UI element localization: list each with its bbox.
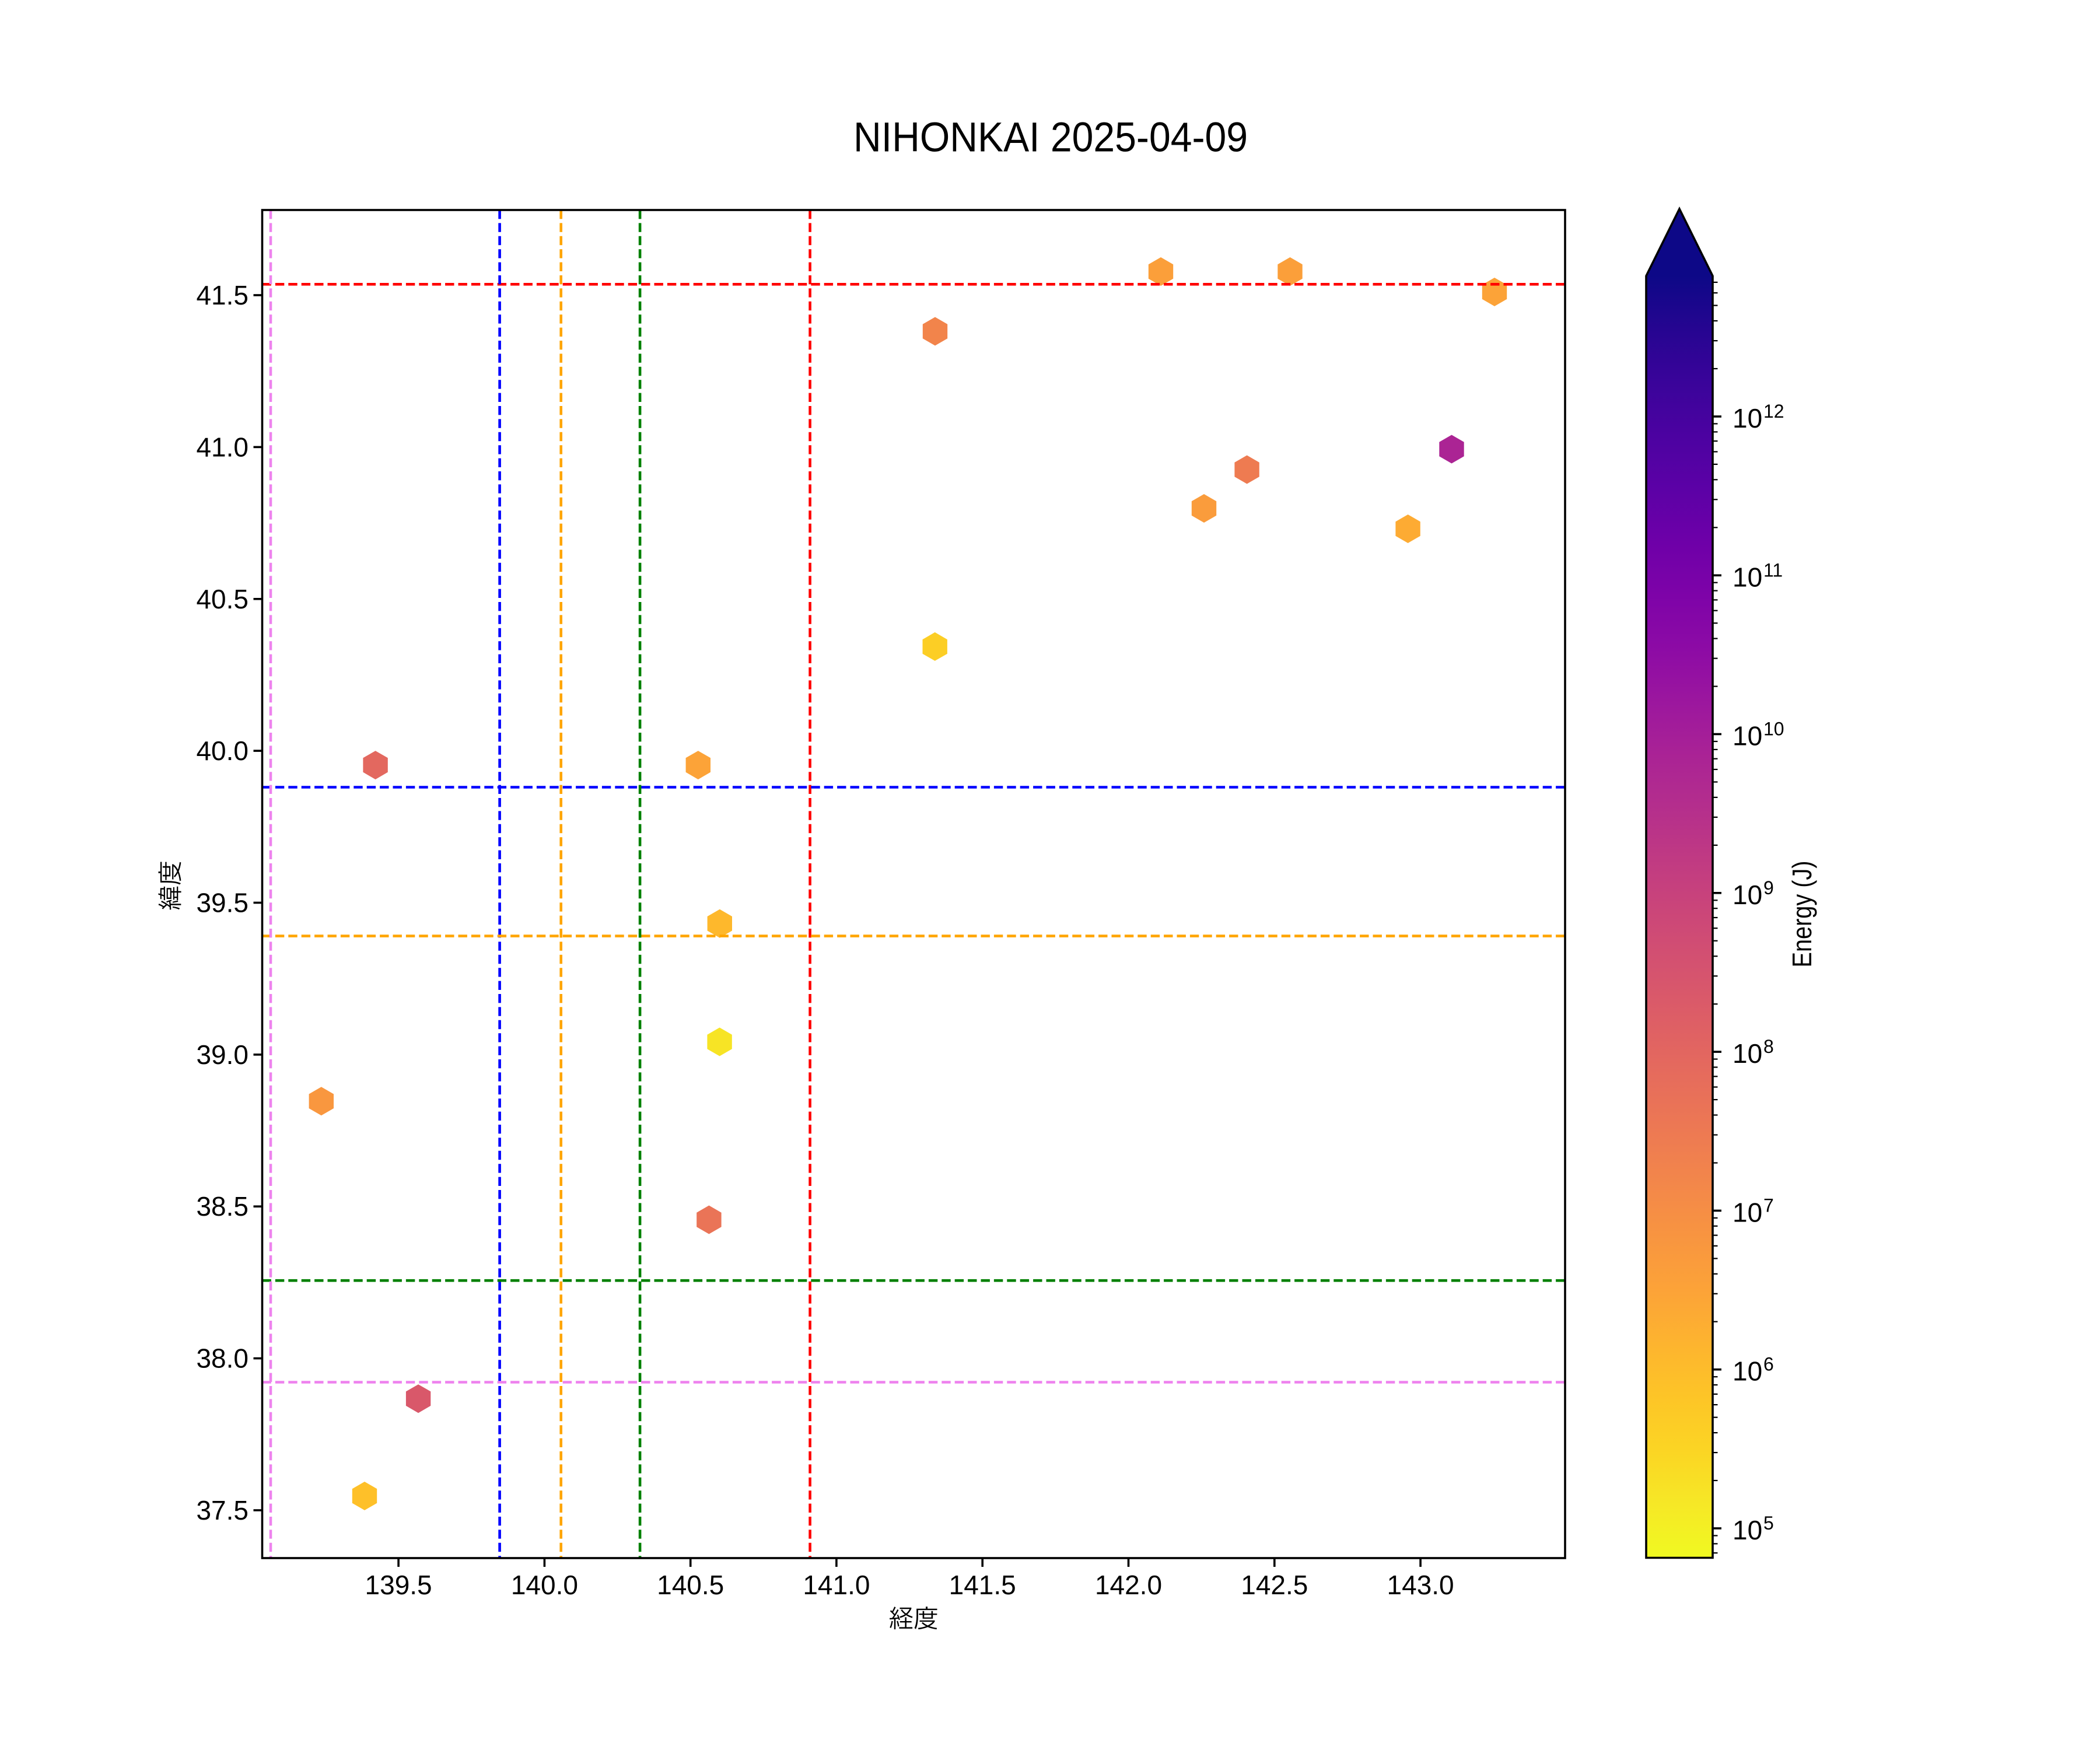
svg-text:6: 6 xyxy=(1763,1354,1774,1375)
svg-text:12: 12 xyxy=(1763,401,1784,422)
svg-text:10: 10 xyxy=(1732,1356,1762,1387)
svg-text:10: 10 xyxy=(1732,562,1762,592)
svg-text:8: 8 xyxy=(1763,1036,1774,1057)
svg-text:37.5: 37.5 xyxy=(196,1495,249,1525)
svg-text:139.5: 139.5 xyxy=(365,1570,432,1600)
svg-text:41.0: 41.0 xyxy=(196,432,249,462)
svg-text:140.0: 140.0 xyxy=(511,1570,578,1600)
svg-text:140.5: 140.5 xyxy=(657,1570,724,1600)
svg-text:11: 11 xyxy=(1763,559,1783,580)
svg-text:10: 10 xyxy=(1732,403,1762,433)
svg-text:141.0: 141.0 xyxy=(803,1570,870,1600)
svg-text:5: 5 xyxy=(1763,1513,1774,1534)
svg-text:38.0: 38.0 xyxy=(196,1343,249,1374)
svg-text:NIHONKAI 2025-04-09: NIHONKAI 2025-04-09 xyxy=(853,115,1248,161)
svg-text:Energy (J): Energy (J) xyxy=(1787,861,1817,968)
svg-text:142.5: 142.5 xyxy=(1241,1570,1308,1600)
svg-text:7: 7 xyxy=(1763,1195,1774,1216)
svg-text:10: 10 xyxy=(1732,1197,1762,1227)
svg-text:141.5: 141.5 xyxy=(949,1570,1016,1600)
svg-text:10: 10 xyxy=(1732,880,1762,910)
svg-text:40.0: 40.0 xyxy=(196,736,249,766)
svg-text:9: 9 xyxy=(1763,877,1774,898)
svg-text:143.0: 143.0 xyxy=(1387,1570,1454,1600)
svg-text:40.5: 40.5 xyxy=(196,584,249,614)
svg-text:10: 10 xyxy=(1732,1038,1762,1069)
svg-text:41.5: 41.5 xyxy=(196,280,249,310)
svg-text:38.5: 38.5 xyxy=(196,1191,249,1222)
svg-text:10: 10 xyxy=(1732,721,1762,751)
svg-text:10: 10 xyxy=(1732,1515,1762,1545)
svg-text:142.0: 142.0 xyxy=(1095,1570,1162,1600)
svg-text:39.5: 39.5 xyxy=(196,888,249,918)
svg-text:39.0: 39.0 xyxy=(196,1040,249,1070)
svg-text:10: 10 xyxy=(1763,719,1784,740)
